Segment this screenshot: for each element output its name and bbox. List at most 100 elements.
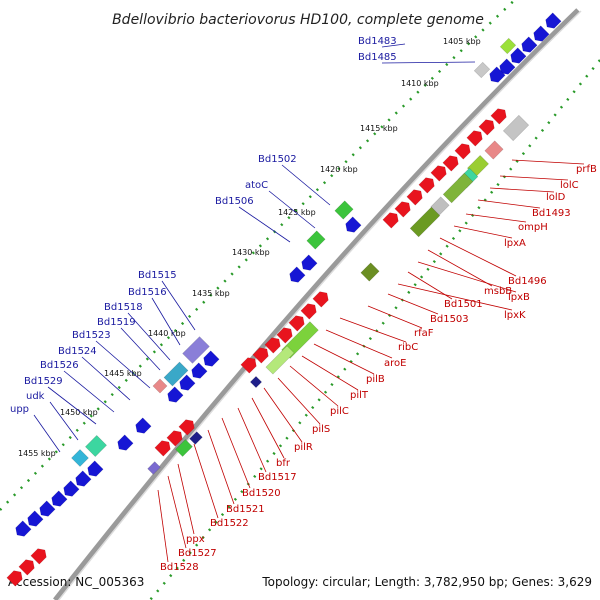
feature-block (334, 200, 354, 220)
ruler-label: 1410 kbp (401, 79, 439, 88)
svg-text:lpxK: lpxK (504, 310, 526, 321)
feature-block (249, 375, 263, 389)
gene-arrow (154, 440, 171, 457)
svg-text:Bd1501: Bd1501 (444, 299, 483, 310)
ruler-label: 1440 kbp (148, 329, 186, 338)
left-gene-label: Bd1483 (358, 36, 406, 48)
svg-text:pilT: pilT (350, 390, 369, 401)
svg-text:Bd1503: Bd1503 (430, 314, 469, 325)
right-gene-label: prfB (511, 159, 597, 175)
svg-text:pilC: pilC (330, 406, 349, 417)
gene-arrow (418, 177, 435, 194)
right-gene-label: Bd1517 (237, 407, 297, 483)
svg-text:Bd1496: Bd1496 (508, 276, 547, 287)
right-gene-label: lpxA (453, 225, 526, 249)
left-gene-label: Bd1523 (72, 330, 151, 389)
gene-arrow (345, 216, 362, 233)
feature-block (473, 61, 491, 79)
gene-arrow (166, 430, 183, 447)
outer-tick-rail (0, 0, 517, 511)
right-gene-label: Bd1527 (167, 475, 217, 559)
svg-text:Bd1483: Bd1483 (358, 36, 397, 47)
right-gene-label: ribC (339, 317, 418, 353)
ruler-label: 1420 kbp (320, 165, 358, 174)
svg-text:Bd1516: Bd1516 (128, 287, 167, 298)
svg-text:lolC: lolC (560, 180, 579, 191)
svg-text:Bd1523: Bd1523 (72, 330, 111, 341)
svg-text:Bd1517: Bd1517 (258, 472, 297, 483)
svg-text:ompH: ompH (518, 222, 548, 233)
left-gene-label: Bd1515 (138, 270, 196, 331)
left-gene-label: udk (26, 391, 79, 441)
gene-arrow (466, 130, 483, 147)
gene-arrow (478, 119, 495, 136)
gene-arrow (454, 143, 471, 160)
svg-text:Bd1521: Bd1521 (226, 504, 265, 515)
gene-arrow (288, 315, 305, 332)
svg-text:Bd1506: Bd1506 (215, 196, 254, 207)
gene-arrow (135, 417, 152, 434)
feature-block (484, 140, 504, 160)
accession-text: Accession: NC_005363 (8, 575, 144, 589)
right-gene-label: Bd1521 (207, 429, 265, 515)
svg-text:Bd1527: Bd1527 (178, 548, 217, 559)
svg-text:Bd1519: Bd1519 (97, 317, 136, 328)
gene-arrow (510, 47, 527, 64)
feature-block (409, 206, 441, 238)
right-gene-label: pilR (263, 387, 313, 453)
gene-arrow (178, 419, 195, 436)
gene-arrow (39, 500, 56, 517)
svg-text:atoC: atoC (245, 180, 268, 191)
left-gene-label: Bd1524 (58, 346, 131, 401)
gene-arrow (18, 559, 35, 576)
left-gene-label: Bd1485 (358, 52, 476, 64)
right-gene-label: Bd1496 (439, 237, 547, 287)
map-title: Bdellovibrio bacteriovorus HD100, comple… (112, 12, 484, 28)
left-gene-label: upp (10, 404, 61, 453)
gene-arrow (179, 374, 196, 391)
genome-backbone-shadow (57, 10, 582, 600)
svg-text:lpxA: lpxA (504, 238, 526, 249)
feature-block (147, 461, 161, 475)
gene-arrow (490, 108, 507, 125)
gene-arrow (276, 327, 293, 344)
left-gene-label: Bd1506 (215, 196, 291, 243)
gene-arrow (63, 480, 80, 497)
ruler-label: 1405 kbp (443, 37, 481, 46)
right-gene-label: pilB (313, 343, 385, 385)
feature-block (182, 336, 210, 364)
gene-arrow (430, 165, 447, 182)
svg-text:Bd1529: Bd1529 (24, 376, 63, 387)
svg-text:Bd1485: Bd1485 (358, 52, 397, 63)
left-gene-label: Bd1502 (258, 154, 331, 206)
svg-text:Bd1522: Bd1522 (210, 518, 249, 529)
genome-backbone (53, 8, 580, 600)
svg-text:udk: udk (26, 391, 45, 402)
svg-text:Bd1518: Bd1518 (104, 302, 143, 313)
right-gene-label: lolD (489, 187, 566, 203)
svg-text:Bd1502: Bd1502 (258, 154, 297, 165)
left-gene-label: atoC (245, 180, 316, 229)
right-gene-label: ompH (465, 213, 548, 233)
left-gene-label: Bd1519 (97, 317, 161, 371)
svg-text:Bd1528: Bd1528 (160, 562, 199, 573)
left-gene-label: Bd1526 (40, 360, 115, 413)
right-gene-label: Bd1493 (477, 199, 571, 219)
gene-arrow (51, 490, 68, 507)
svg-text:Bd1493: Bd1493 (532, 208, 571, 219)
right-gene-label: Bd1528 (157, 489, 199, 573)
right-gene-label: Bd1522 (193, 443, 249, 529)
gene-arrow (489, 66, 506, 83)
feature-block (189, 431, 203, 445)
right-gene-label: bfr (251, 397, 291, 469)
gene-arrow (75, 470, 92, 487)
feature-block (360, 262, 380, 282)
svg-text:bfr: bfr (276, 458, 291, 469)
right-gene-label: lpxB (417, 261, 530, 303)
gene-arrow (499, 58, 516, 75)
svg-text:lolD: lolD (546, 192, 566, 203)
gene-arrow (240, 357, 257, 374)
svg-text:pilS: pilS (312, 424, 330, 435)
